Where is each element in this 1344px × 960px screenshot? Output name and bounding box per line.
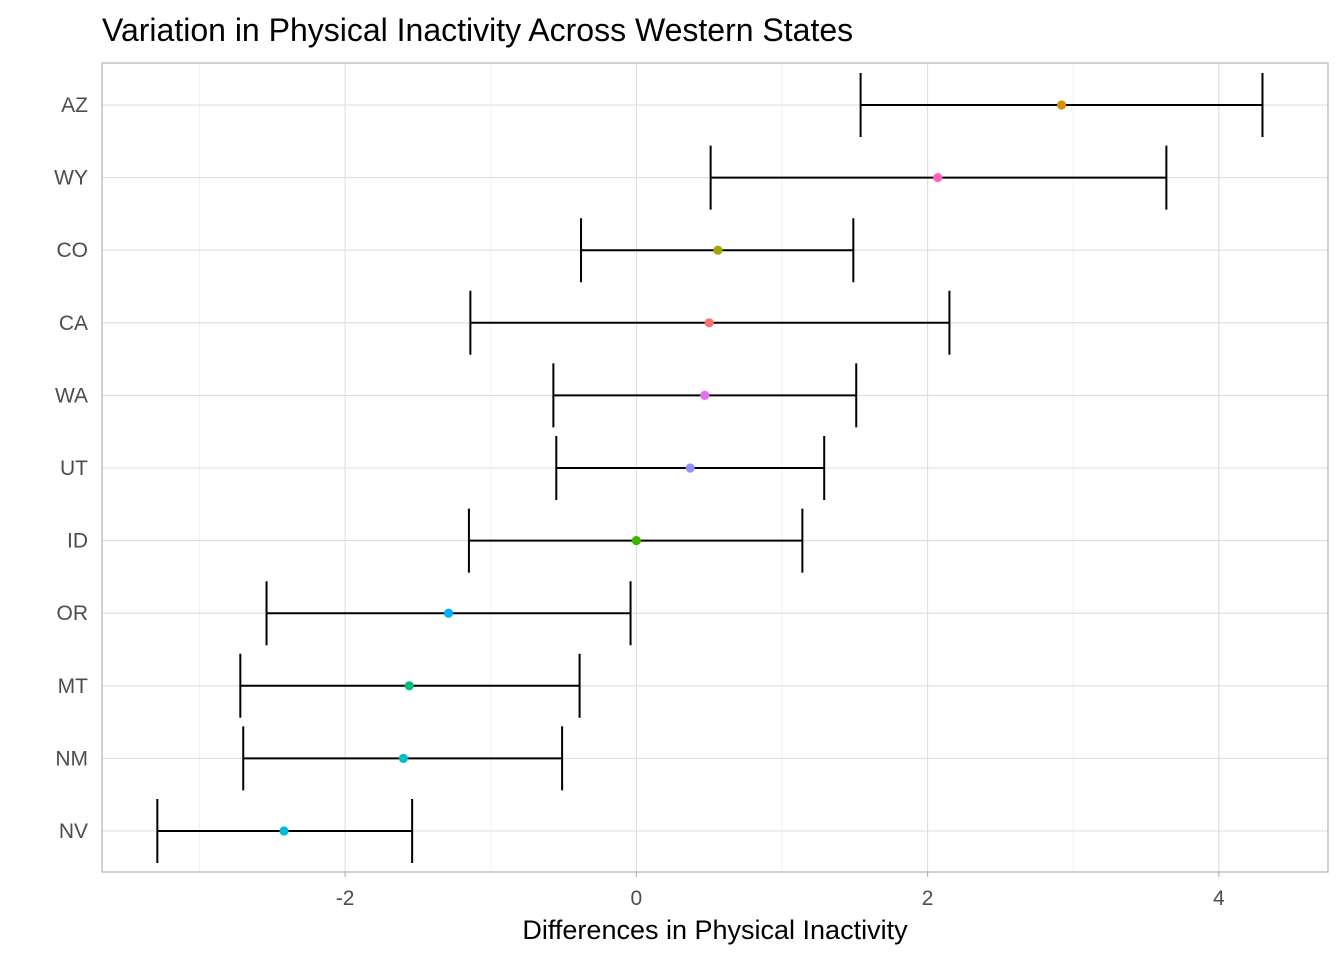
y-tick-label: UT xyxy=(60,457,88,480)
point-or xyxy=(443,608,454,618)
x-tick-label: -2 xyxy=(336,887,355,910)
y-tick-label: WA xyxy=(55,384,88,407)
y-tick-label: MT xyxy=(58,675,88,698)
point-nv xyxy=(279,826,289,836)
x-tick-label: 0 xyxy=(631,887,643,910)
plot-panel-border xyxy=(101,62,1329,873)
y-tick-label: AZ xyxy=(61,94,88,117)
y-tick-label: NV xyxy=(59,820,88,843)
point-wy xyxy=(933,173,943,183)
point-nm xyxy=(398,753,409,764)
x-tick-label: 2 xyxy=(922,887,934,910)
chart-title: Variation in Physical Inactivity Across … xyxy=(102,12,853,48)
y-tick-label: WY xyxy=(54,167,88,190)
y-tick-label: CA xyxy=(59,312,88,335)
y-axis-tick-labels: AZ WY CO CA WA UT ID OR MT NM NV xyxy=(54,94,88,843)
y-tick-label: CO xyxy=(57,239,89,262)
point-az xyxy=(1056,100,1067,110)
point-ut xyxy=(685,463,695,473)
y-tick-label: ID xyxy=(67,530,88,553)
point-wa xyxy=(700,390,710,400)
point-id xyxy=(631,536,641,546)
point-mt xyxy=(404,681,414,691)
x-axis-tick-labels: -2 0 2 4 xyxy=(336,872,1225,910)
y-tick-label: NM xyxy=(55,747,88,770)
data-points xyxy=(279,100,1067,836)
x-tick-label: 4 xyxy=(1213,887,1225,910)
x-axis-label: Differences in Physical Inactivity xyxy=(522,915,908,945)
y-tick-label: OR xyxy=(57,602,89,625)
point-co xyxy=(713,245,723,255)
point-ca xyxy=(704,318,714,328)
